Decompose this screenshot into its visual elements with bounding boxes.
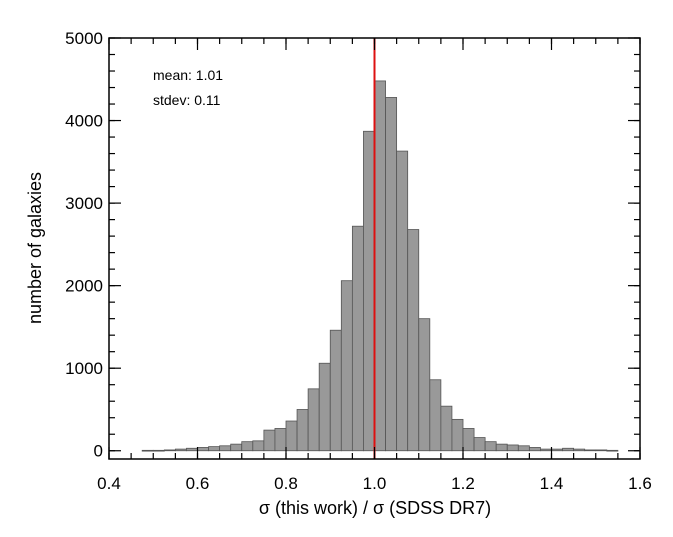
stdev-annotation: stdev: 0.11 <box>153 92 221 108</box>
histogram-bar <box>263 429 276 452</box>
y-tick-label: 5000 <box>65 29 103 48</box>
histogram-bar <box>340 280 353 452</box>
x-axis-title: σ (this work) / σ (SDSS DR7) <box>259 498 491 518</box>
histogram-bar <box>241 441 254 452</box>
histogram-bar <box>484 441 497 452</box>
histogram-bar <box>429 379 442 452</box>
tick-labels: 0.4 0.6 0.8 1.0 1.2 1.4 1.6 0 1000 2000 3000 4000 50… <box>65 29 652 493</box>
x-tick-label: 1.2 <box>451 474 475 493</box>
histogram-bar <box>473 437 486 452</box>
histogram-bar <box>584 449 597 452</box>
histogram-bar <box>517 445 530 452</box>
histogram-bar <box>329 329 342 452</box>
histogram-bar <box>307 388 320 452</box>
histogram-bar <box>462 428 475 452</box>
histogram-bar <box>208 446 221 452</box>
histogram-bar <box>230 443 243 452</box>
histogram-bar <box>440 405 453 452</box>
histogram-bar <box>274 428 287 452</box>
mean-annotation: mean: 1.01 <box>153 67 223 83</box>
y-tick-label: 2000 <box>65 277 103 296</box>
y-tick-label: 0 <box>94 442 103 461</box>
histogram-bars <box>141 80 619 452</box>
histogram-bar <box>363 130 375 452</box>
y-tick-label: 3000 <box>65 194 103 213</box>
x-tick-label: 1.6 <box>628 474 652 493</box>
histogram-bar <box>318 362 331 452</box>
histogram-bar <box>385 97 398 452</box>
histogram-bar <box>374 80 386 452</box>
histogram-bar <box>528 447 541 452</box>
histogram-bar <box>396 150 409 452</box>
x-tick-label: 1.4 <box>540 474 564 493</box>
x-tick-label: 1.0 <box>363 474 387 493</box>
histogram-bar <box>351 225 364 452</box>
histogram-bar <box>296 409 309 452</box>
histogram-bar <box>152 449 165 452</box>
histogram-bar <box>573 448 586 452</box>
y-tick-label: 4000 <box>65 112 103 131</box>
histogram-bar <box>495 443 508 452</box>
histogram-bar <box>186 447 198 452</box>
histogram-bar <box>418 318 431 452</box>
histogram-bar <box>540 448 552 452</box>
histogram-bar <box>141 449 154 452</box>
histogram-bar <box>562 447 575 452</box>
histogram-bar <box>197 447 209 452</box>
histogram-bar <box>163 449 176 452</box>
y-axis-title: number of galaxies <box>25 172 45 324</box>
histogram-bar <box>506 444 519 452</box>
histogram-bar <box>252 440 265 452</box>
histogram-bar <box>551 448 563 452</box>
histogram-bar <box>595 449 608 452</box>
y-tick-label: 1000 <box>65 359 103 378</box>
histogram-bar <box>219 445 232 452</box>
histogram-bar <box>174 448 187 452</box>
histogram-bar <box>407 229 420 452</box>
histogram-bar <box>451 418 464 452</box>
axis-ticks <box>108 37 641 459</box>
x-tick-label: 0.4 <box>97 474 121 493</box>
histogram-bar <box>606 449 619 452</box>
x-tick-label: 0.8 <box>274 474 298 493</box>
histogram-bar <box>285 420 298 452</box>
x-tick-label: 0.6 <box>186 474 210 493</box>
